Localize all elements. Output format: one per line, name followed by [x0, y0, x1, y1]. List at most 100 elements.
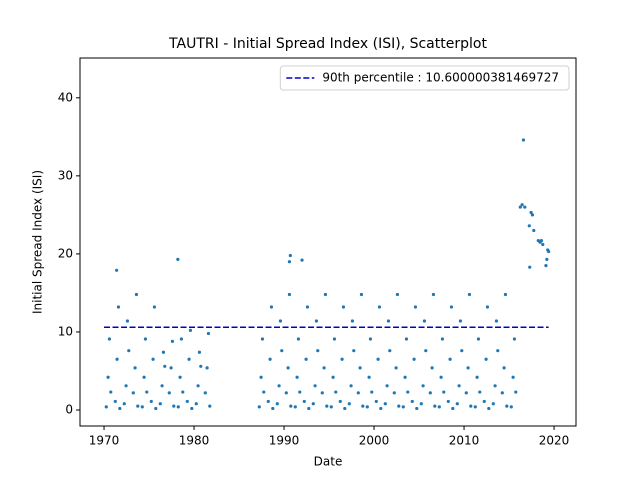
scatter-point: [307, 406, 311, 411]
scatter-point: [295, 375, 299, 379]
scatter-point: [347, 402, 351, 406]
chart-title: TAUTRI - Initial Spread Index (ISI), Sca…: [168, 36, 487, 52]
scatter-point: [341, 305, 346, 309]
y-tick-label: 30: [58, 168, 73, 182]
scatter-point: [170, 339, 175, 343]
scatter-point: [106, 375, 110, 379]
scatter-point: [523, 205, 527, 209]
x-tick-label: 2000: [359, 434, 390, 448]
scatter-point: [178, 375, 182, 379]
x-tick-label: 2010: [449, 434, 480, 448]
scatter-point: [415, 406, 419, 411]
scatter-point: [278, 319, 283, 323]
y-tick-label: 20: [58, 246, 73, 260]
scatter-point: [116, 305, 121, 309]
scatter-point: [388, 349, 392, 353]
scatter-point: [185, 399, 189, 404]
scatter-point: [300, 258, 304, 262]
scatter-point: [457, 384, 461, 388]
scatter-point: [466, 366, 470, 370]
scatter-point: [206, 331, 211, 336]
scatter-point: [374, 399, 378, 404]
scatter-point: [260, 337, 265, 341]
scatter-point: [475, 375, 479, 379]
scatter-point: [383, 402, 387, 406]
scatter-point: [127, 349, 131, 353]
scatter-point: [442, 390, 446, 394]
y-tick-label: 10: [58, 324, 73, 338]
scatter-point: [544, 264, 548, 268]
x-tick-label: 1970: [89, 434, 120, 448]
scatter-point: [287, 292, 292, 297]
scatter-point: [199, 364, 203, 368]
scatter-point: [446, 399, 450, 404]
scatter-point: [439, 375, 443, 379]
scatter-point: [188, 328, 193, 332]
scatter-point: [431, 292, 436, 297]
scatter-point: [422, 319, 427, 323]
scatter-point: [467, 292, 472, 297]
scatter-point: [541, 242, 545, 247]
scatter-point: [392, 391, 396, 395]
scatter-point: [313, 384, 317, 388]
legend-box: [279, 65, 570, 91]
scatter-point: [545, 257, 549, 261]
scatter-point: [386, 319, 391, 323]
scatter-point: [421, 384, 425, 388]
scatter-point: [131, 391, 135, 395]
scatter-point: [433, 404, 437, 408]
scatter-point: [196, 384, 200, 388]
scatter-point: [397, 404, 401, 408]
scatter-point: [203, 391, 207, 395]
scatter-point: [289, 404, 293, 408]
scatter-point: [190, 406, 194, 411]
scatter-point: [298, 390, 302, 394]
scatter-point: [385, 384, 389, 388]
scatter-point: [160, 384, 164, 388]
y-tick-label: 0: [65, 403, 73, 417]
scatter-point: [419, 402, 423, 406]
scatter-point: [352, 349, 356, 353]
scatter-point: [197, 350, 202, 354]
scatter-point: [440, 337, 445, 341]
scatter-point: [169, 366, 173, 370]
scatter-point: [142, 375, 146, 379]
scatter-point: [277, 384, 281, 388]
scatter-point: [325, 404, 329, 408]
scatter-point: [527, 224, 531, 228]
scatter-point: [370, 390, 374, 394]
scatter-point: [107, 337, 112, 341]
scatter-point: [302, 399, 306, 404]
scatter-point: [275, 402, 279, 406]
scatter-point: [124, 384, 128, 388]
scatter-point: [532, 228, 536, 233]
scatter-point: [284, 391, 288, 395]
scatter-point: [268, 357, 272, 361]
scatter-point: [512, 337, 517, 341]
scatter-point: [406, 390, 410, 394]
scatter-point: [487, 406, 491, 411]
scatter-point: [500, 391, 504, 395]
y-tick-label: 40: [58, 90, 73, 104]
scatter-point: [350, 319, 355, 323]
scatter-point: [320, 391, 324, 395]
scatter-point: [539, 239, 544, 243]
scatter-point: [437, 405, 441, 409]
scatter-point: [514, 390, 518, 394]
scatter-point: [176, 257, 180, 261]
x-axis-label: Date: [314, 455, 343, 469]
scatter-point: [172, 404, 176, 408]
scatter-point: [271, 406, 275, 411]
scatter-point: [329, 405, 333, 409]
scatter-point: [424, 349, 428, 353]
scatter-point: [365, 405, 369, 409]
scatter-point: [113, 399, 117, 404]
scatter-point: [161, 350, 166, 354]
scatter-point: [530, 213, 535, 217]
scatter-point: [125, 319, 130, 323]
scatter-point: [257, 405, 261, 409]
scatter-point: [413, 305, 418, 309]
scatter-point: [521, 138, 526, 142]
scatter-point: [529, 210, 533, 215]
scatter-point: [167, 391, 171, 395]
